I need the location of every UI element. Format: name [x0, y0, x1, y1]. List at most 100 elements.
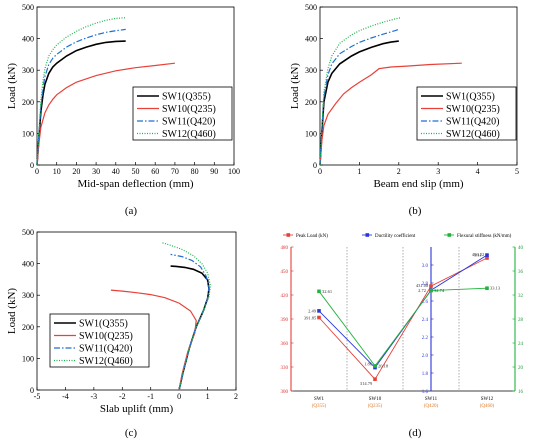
- x-tick-label: 3: [436, 167, 440, 176]
- x-tick-label: 2: [234, 392, 238, 401]
- data-label: 33.13: [490, 286, 501, 291]
- data-point: [373, 364, 377, 368]
- chart-b: 0 1 2 3 4 5 0 100 200 300 400 500 Beam end slip (mm)…: [289, 3, 519, 190]
- data-point: [429, 288, 433, 293]
- x-tick-label: 2: [397, 167, 401, 176]
- y-tick-label: 200: [305, 98, 317, 107]
- data-label: 466.22: [472, 252, 484, 257]
- x-tick-label: 80: [191, 167, 199, 176]
- y-tick-label: 300: [22, 291, 34, 300]
- y-tick-label: 200: [22, 98, 34, 107]
- x-tick-label: 1: [357, 167, 361, 176]
- chart-c: -5 -4 -3 -2 -1 0 1 2 0 100 200 300 400 500 Slab uplift…: [6, 228, 238, 415]
- x-tick-label: 4: [476, 167, 480, 176]
- legend-entry: SW12(Q460): [162, 129, 216, 140]
- x-tick-label: -1: [147, 392, 154, 401]
- x-tick-label: 0: [177, 392, 181, 401]
- data-point: [373, 377, 377, 381]
- y-tick-label: 500: [305, 3, 317, 12]
- y-tick-label: 330: [281, 366, 289, 371]
- x-tick-label: 50: [132, 167, 140, 176]
- series-line: [318, 287, 488, 367]
- x-tick-label: -5: [34, 392, 41, 401]
- y-tick-label: 420: [281, 294, 289, 299]
- data-label: 1.86: [364, 362, 373, 367]
- x-tick-label: SW1: [314, 397, 325, 402]
- x-tick-label: 70: [171, 167, 179, 176]
- y-tick-label: 450: [281, 270, 289, 275]
- y-tick-label: 500: [22, 3, 34, 12]
- series-line: [36, 62, 175, 166]
- y-tick-label: 2.6: [422, 300, 429, 305]
- y-axis-label: Load (kN): [6, 63, 18, 109]
- chart-a: 0 10 20 30 40 50 60 70 80 90 100 0 100 200 300 400 500 Mi…: [6, 3, 240, 190]
- y-tick-label: 100: [305, 129, 317, 138]
- y-tick-label: 1.6: [422, 390, 429, 395]
- data-point: [429, 284, 433, 288]
- legend-entry: SW10(Q235): [79, 331, 133, 342]
- x-axis-label: Beam end slip (mm): [373, 178, 463, 190]
- y-tick-label: 24: [518, 342, 524, 347]
- data-label: 20.18: [378, 363, 389, 368]
- plot-frame: [319, 6, 518, 166]
- legend-entry: SW12(Q460): [79, 356, 133, 367]
- x-tick-label: 0: [318, 167, 322, 176]
- data-point: [317, 289, 321, 294]
- y-tick-label: 3.0: [422, 264, 429, 269]
- x-tick-label: 20: [72, 167, 80, 176]
- x-tick-sublabel: (Q420): [424, 404, 439, 409]
- data-point: [485, 256, 489, 260]
- data-point: [317, 309, 321, 313]
- y-tick-label: 36: [518, 270, 524, 275]
- chart-d: 300 330 360 390 420 450 480 1.6 1.8 2.0 2.2 2.4 2.6 2…: [281, 233, 524, 409]
- x-tick-label: -4: [62, 392, 69, 401]
- series-line: [318, 257, 488, 380]
- y-tick-label: 16: [518, 390, 524, 395]
- x-axis-label: Slab uplift (mm): [100, 403, 174, 415]
- x-axis-label: Mid-span deflection (mm): [77, 178, 193, 190]
- y-tick-label: 400: [22, 35, 34, 44]
- legend-entry: SW11(Q420): [162, 117, 216, 128]
- caption-c: (c): [125, 427, 138, 439]
- data-label: 2.49: [308, 308, 317, 313]
- data-label: 3.11: [474, 253, 482, 258]
- x-tick-label: -3: [91, 392, 98, 401]
- y-tick-label: 100: [22, 129, 34, 138]
- legend-marker: [286, 233, 291, 237]
- legend-entry: SW11(Q420): [446, 117, 500, 128]
- y-tick-label: 2.2: [422, 336, 429, 341]
- y-tick-label: 390: [281, 318, 289, 323]
- y-tick-label: 0: [30, 161, 34, 170]
- y-tick-label: 0: [30, 386, 34, 395]
- y-tick-label: 300: [281, 390, 289, 395]
- legend-marker: [447, 233, 452, 237]
- y-tick-label: 360: [281, 342, 289, 347]
- y-axis-label: Load (kN): [6, 288, 18, 334]
- x-tick-sublabel: (Q460): [480, 404, 495, 409]
- y-tick-label: 300: [22, 66, 34, 75]
- x-tick-label: SW10: [369, 397, 382, 402]
- legend-entry: SW12(Q460): [446, 129, 500, 140]
- y-tick-label: 400: [305, 35, 317, 44]
- x-tick-label: 40: [112, 167, 120, 176]
- data-label: 2.72: [418, 288, 426, 293]
- data-label: 32.74: [434, 288, 445, 293]
- x-tick-label: 10: [53, 167, 61, 176]
- data-label: 314.79: [360, 381, 373, 386]
- series-line: [319, 17, 401, 166]
- y-tick-label: 2.0: [422, 354, 429, 359]
- y-tick-label: 500: [22, 228, 34, 237]
- series-line: [319, 62, 462, 166]
- x-tick-label: SW12: [481, 397, 494, 402]
- y-tick-label: 40: [518, 246, 524, 251]
- legend-entry: SW11(Q420): [79, 344, 133, 355]
- y-tick-label: 400: [22, 260, 34, 269]
- x-tick-label: -2: [119, 392, 126, 401]
- caption-d: (d): [409, 427, 422, 439]
- y-tick-label: 0: [313, 161, 317, 170]
- x-tick-sublabel: (Q235): [368, 404, 383, 409]
- legend-entry: SW1(Q355): [79, 319, 128, 330]
- x-tick-label: 5: [515, 167, 519, 176]
- y-tick-label: 28: [518, 318, 524, 323]
